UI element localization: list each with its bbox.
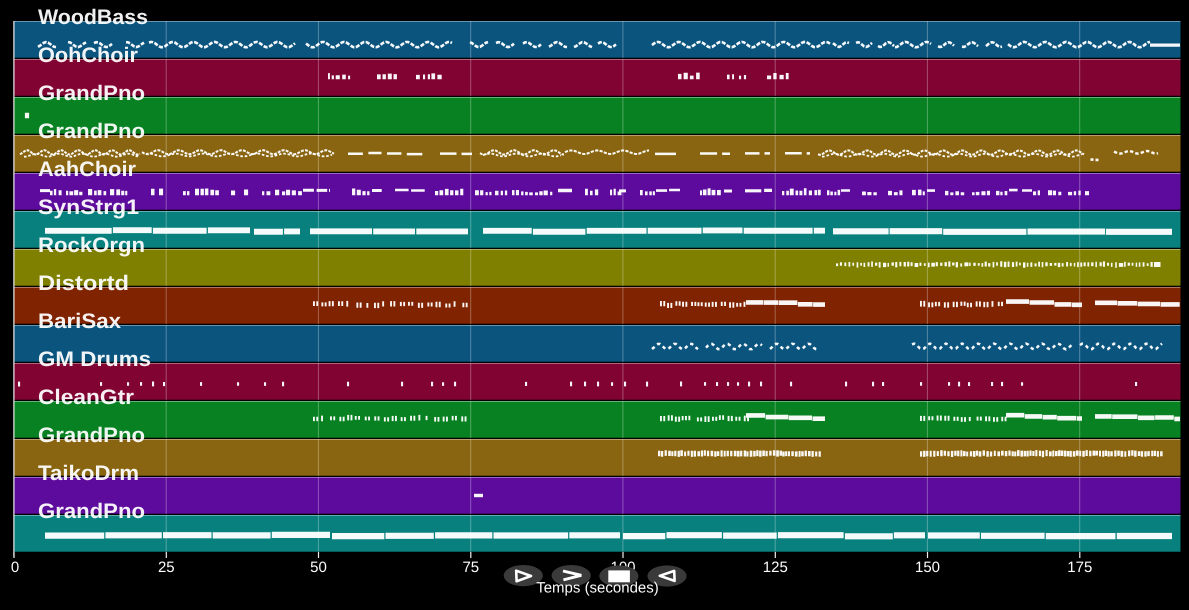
- svg-text:25: 25: [158, 559, 175, 576]
- svg-text:BariSax: BariSax: [38, 310, 121, 333]
- svg-text:TaikoDrm: TaikoDrm: [38, 462, 139, 485]
- svg-text:WoodBass: WoodBass: [38, 6, 148, 29]
- svg-text:SynStrg1: SynStrg1: [38, 196, 139, 219]
- svg-text:CleanGtr: CleanGtr: [38, 386, 134, 409]
- svg-text:GrandPno: GrandPno: [38, 500, 145, 523]
- svg-text:Distortd: Distortd: [38, 272, 129, 295]
- svg-text:RockOrgn: RockOrgn: [38, 234, 145, 257]
- svg-text:150: 150: [915, 559, 940, 576]
- svg-text:175: 175: [1067, 559, 1092, 576]
- svg-text:Temps (secondes): Temps (secondes): [536, 580, 659, 597]
- svg-text:50: 50: [310, 559, 327, 576]
- svg-text:GrandPno: GrandPno: [38, 424, 145, 447]
- svg-text:0: 0: [11, 559, 19, 576]
- svg-text:GrandPno: GrandPno: [38, 82, 145, 105]
- svg-text:75: 75: [462, 559, 479, 576]
- svg-text:125: 125: [763, 559, 788, 576]
- svg-text:GrandPno: GrandPno: [38, 120, 145, 143]
- svg-text:GM Drums: GM Drums: [38, 348, 151, 371]
- svg-text:AahChoir: AahChoir: [38, 158, 136, 181]
- svg-text:OohChoir: OohChoir: [38, 44, 138, 67]
